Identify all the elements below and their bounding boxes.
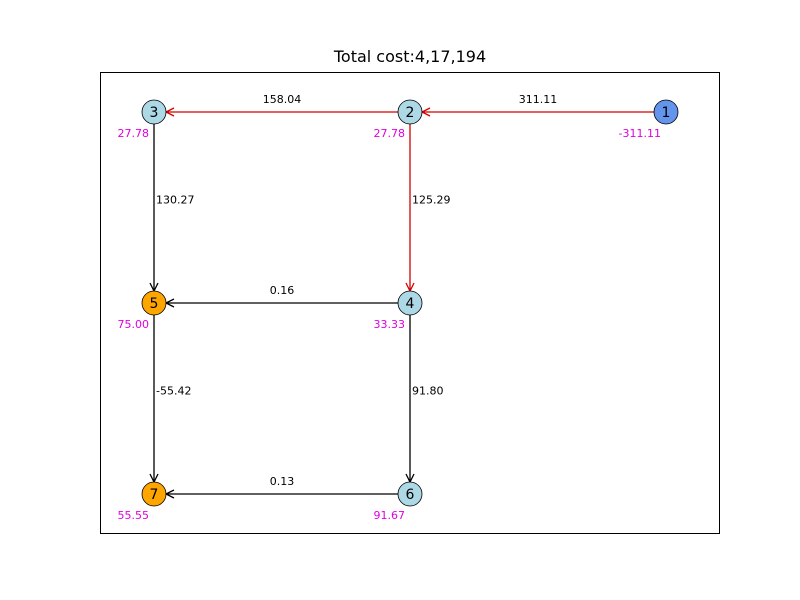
edge-1-2: 311.11 <box>420 93 654 117</box>
node-supply-label: 75.00 <box>118 318 150 331</box>
edge-flow-label: 0.16 <box>270 284 295 297</box>
node-supply-label: 55.55 <box>118 509 150 522</box>
node-circle <box>141 290 167 316</box>
node-supply-label: 27.78 <box>118 127 150 140</box>
node-supply-label: 27.78 <box>374 127 406 140</box>
edge-flow-label: -55.42 <box>156 385 191 398</box>
node-5: 575.00 <box>118 290 167 331</box>
edge-4-6: 91.80 <box>405 315 444 484</box>
node-3: 327.78 <box>118 99 167 140</box>
node-circle <box>653 99 679 125</box>
edge-6-7: 0.13 <box>164 475 398 499</box>
node-circle <box>141 99 167 125</box>
edge-flow-label: 91.80 <box>412 385 444 398</box>
edge-flow-label: 158.04 <box>263 93 302 106</box>
node-circle <box>397 99 423 125</box>
edge-flow-label: 125.29 <box>412 194 451 207</box>
node-supply-label: 33.33 <box>374 318 406 331</box>
node-label: 4 <box>406 296 415 312</box>
edge-4-5: 0.16 <box>164 284 398 308</box>
node-label: 5 <box>150 296 159 312</box>
node-1: 1-311.11 <box>619 99 679 140</box>
edge-3-5: 130.27 <box>149 124 195 293</box>
node-7: 755.55 <box>118 481 167 522</box>
node-circle <box>397 290 423 316</box>
node-6: 691.67 <box>374 481 423 522</box>
edge-2-3: 158.04 <box>164 93 398 117</box>
diagram-title: Total cost:4,17,194 <box>333 47 487 66</box>
node-supply-label: 91.67 <box>374 509 406 522</box>
node-label: 2 <box>406 105 415 121</box>
edge-flow-label: 311.11 <box>519 93 558 106</box>
edge-2-4: 125.29 <box>405 124 451 293</box>
node-label: 3 <box>150 105 159 121</box>
edge-5-7: -55.42 <box>149 315 191 484</box>
node-4: 433.33 <box>374 290 423 331</box>
node-label: 7 <box>150 487 159 503</box>
node-circle <box>141 481 167 507</box>
node-label: 6 <box>406 487 415 503</box>
node-2: 227.78 <box>374 99 423 140</box>
node-supply-label: -311.11 <box>619 127 661 140</box>
edge-flow-label: 130.27 <box>156 194 195 207</box>
node-circle <box>397 481 423 507</box>
edge-flow-label: 0.13 <box>270 475 295 488</box>
node-label: 1 <box>662 105 671 121</box>
plot-frame <box>100 72 720 534</box>
